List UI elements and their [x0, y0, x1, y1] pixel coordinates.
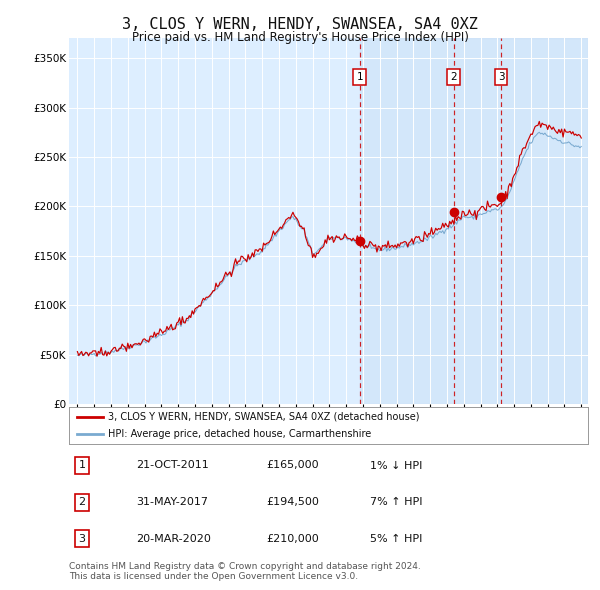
Text: 2: 2 — [451, 72, 457, 82]
Text: 21-OCT-2011: 21-OCT-2011 — [136, 460, 209, 470]
Text: 5% ↑ HPI: 5% ↑ HPI — [370, 534, 422, 544]
Text: 1% ↓ HPI: 1% ↓ HPI — [370, 460, 422, 470]
Text: HPI: Average price, detached house, Carmarthenshire: HPI: Average price, detached house, Carm… — [108, 429, 371, 439]
Text: 3, CLOS Y WERN, HENDY, SWANSEA, SA4 0XZ (detached house): 3, CLOS Y WERN, HENDY, SWANSEA, SA4 0XZ … — [108, 412, 419, 422]
Text: 3: 3 — [79, 534, 85, 544]
Text: £210,000: £210,000 — [266, 534, 319, 544]
Bar — [360, 38, 588, 404]
Text: Contains HM Land Registry data © Crown copyright and database right 2024.
This d: Contains HM Land Registry data © Crown c… — [69, 562, 421, 581]
Text: 20-MAR-2020: 20-MAR-2020 — [136, 534, 211, 544]
Text: £194,500: £194,500 — [266, 497, 319, 507]
Text: 1: 1 — [356, 72, 363, 82]
Text: 3, CLOS Y WERN, HENDY, SWANSEA, SA4 0XZ: 3, CLOS Y WERN, HENDY, SWANSEA, SA4 0XZ — [122, 17, 478, 31]
Text: 1: 1 — [79, 460, 85, 470]
Text: 7% ↑ HPI: 7% ↑ HPI — [370, 497, 422, 507]
Text: 3: 3 — [497, 72, 505, 82]
Text: 31-MAY-2017: 31-MAY-2017 — [136, 497, 208, 507]
Text: £165,000: £165,000 — [266, 460, 319, 470]
Text: 2: 2 — [79, 497, 86, 507]
Text: Price paid vs. HM Land Registry's House Price Index (HPI): Price paid vs. HM Land Registry's House … — [131, 31, 469, 44]
